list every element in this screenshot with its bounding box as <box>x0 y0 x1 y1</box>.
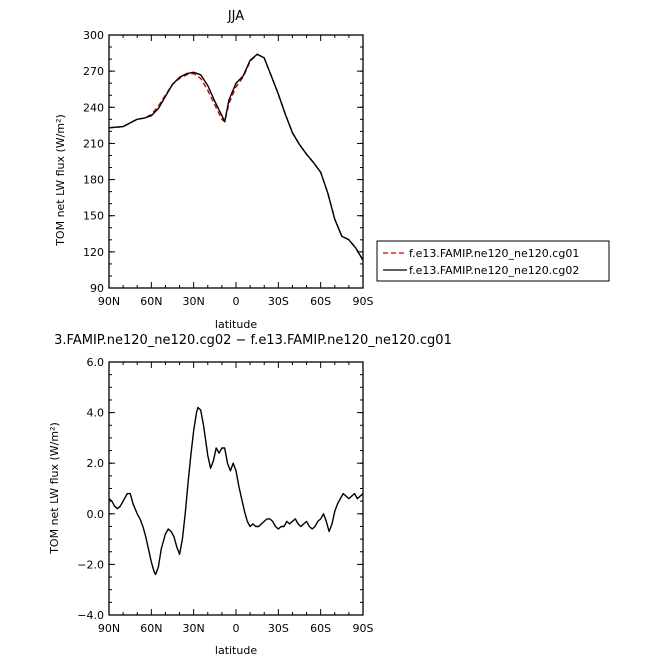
top-y-axis-title: TOM net LW flux (W/m²) <box>54 114 67 247</box>
legend-box <box>376 240 610 282</box>
bottom-x-tick-label: 60N <box>140 622 162 635</box>
top-x-tick-label: 30N <box>183 295 205 308</box>
top-y-tick-label: 120 <box>83 246 104 259</box>
bottom-x-tick-label: 60S <box>310 622 331 635</box>
bottom-y-tick-label: 2.0 <box>87 457 105 470</box>
bottom-x-tick-label: 0 <box>233 622 240 635</box>
top-x-tick-label: 60S <box>310 295 331 308</box>
bottom-x-tick-label: 90S <box>353 622 374 635</box>
top-y-tick-label: 210 <box>83 137 104 150</box>
bottom-y-tick-label: 4.0 <box>87 407 105 420</box>
top-y-tick-label: 180 <box>83 174 104 187</box>
bottom-y-axis-title: TOM net LW flux (W/m²) <box>48 422 61 555</box>
bottom-series-line-0 <box>108 406 364 576</box>
top-y-tick-label: 300 <box>83 29 104 42</box>
panel-bottom: 3.FAMIP.ne120_ne120.cg02 − f.e13.FAMIP.n… <box>48 333 452 657</box>
legend-label-cg01: f.e13.FAMIP.ne120_ne120.cg01 <box>409 247 579 260</box>
top-y-tick-label: 90 <box>90 282 104 295</box>
bottom-y-tick-label: −4.0 <box>77 609 104 622</box>
top-x-tick-label: 30S <box>268 295 289 308</box>
bottom-x-tick-label: 30N <box>183 622 205 635</box>
top-x-tick-label: 60N <box>140 295 162 308</box>
top-x-tick-label: 90N <box>98 295 120 308</box>
top-series-line-1 <box>108 53 364 261</box>
legend: f.e13.FAMIP.ne120_ne120.cg01 f.e13.FAMIP… <box>376 240 610 282</box>
bottom-y-tick-label: −2.0 <box>77 558 104 571</box>
top-x-tick-label: 90S <box>353 295 374 308</box>
bottom-y-tick-label: 6.0 <box>87 356 105 369</box>
bottom-y-tick-label: 0.0 <box>87 508 105 521</box>
top-y-tick-label: 270 <box>83 65 104 78</box>
bottom-plot-area: 90N 60N 30N 0 30S 60S 90S −4.0 −2.0 0.0 2.0 4.0 6.0 <box>77 356 373 635</box>
top-plot-area: 90N 60N 30N 0 30S 60S 90S 90 120 150 180 210 240 270 3… <box>83 29 374 308</box>
top-y-tick-label: 150 <box>83 210 104 223</box>
panel-top: JJA 90N 60N 30N 0 30S 60S 90S 90 120 150 180 210 240… <box>54 9 610 331</box>
bottom-x-tick-label: 90N <box>98 622 120 635</box>
bottom-panel-title: 3.FAMIP.ne120_ne120.cg02 − f.e13.FAMIP.n… <box>54 333 452 348</box>
bottom-x-tick-label: 30S <box>268 622 289 635</box>
bottom-x-axis-title: latitude <box>215 644 257 657</box>
top-x-tick-label: 0 <box>233 295 240 308</box>
top-series-line-0 <box>108 53 364 261</box>
legend-label-cg02: f.e13.FAMIP.ne120_ne120.cg02 <box>409 264 579 277</box>
top-x-axis-title: latitude <box>215 318 257 331</box>
top-y-tick-label: 240 <box>83 101 104 114</box>
top-plot-frame <box>108 34 364 289</box>
bottom-plot-frame <box>108 361 364 616</box>
top-panel-title: JJA <box>227 9 244 24</box>
